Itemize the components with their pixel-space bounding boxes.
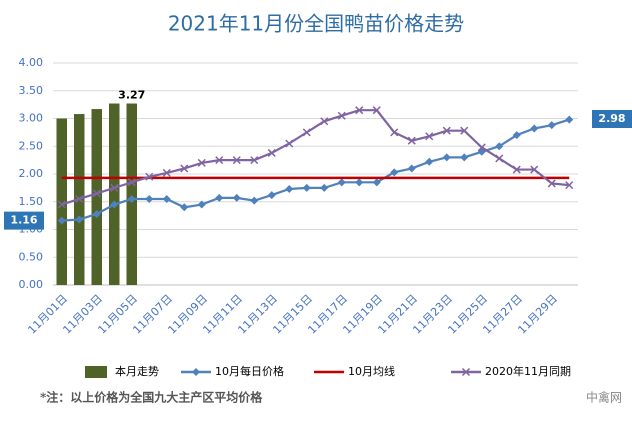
marker <box>512 165 521 174</box>
marker <box>75 194 84 204</box>
marker <box>197 158 206 167</box>
marker <box>407 136 416 145</box>
marker <box>145 194 154 203</box>
marker <box>180 164 189 173</box>
legend-swatch <box>85 366 107 378</box>
marker <box>565 181 574 190</box>
marker <box>495 154 504 163</box>
marker <box>267 148 276 157</box>
y-tick-label: 4.00 <box>19 56 44 69</box>
marker <box>127 194 136 203</box>
marker <box>162 194 171 203</box>
marker <box>565 115 574 124</box>
bar <box>91 109 102 285</box>
marker <box>530 124 539 133</box>
y-tick-label: 3.00 <box>19 112 44 125</box>
marker <box>460 126 469 135</box>
value-label: 2.98 <box>598 112 625 125</box>
legend-label: 10月均线 <box>348 364 395 378</box>
marker <box>355 106 364 115</box>
marker <box>250 196 259 205</box>
bar <box>56 118 67 285</box>
value-label: 1.16 <box>10 214 37 227</box>
marker <box>495 142 504 151</box>
legend-label: 10月每日价格 <box>215 364 284 378</box>
marker <box>215 193 224 202</box>
line <box>61 109 570 206</box>
legend-label: 本月走势 <box>115 364 159 378</box>
legend-marker <box>192 368 200 376</box>
marker <box>337 178 346 187</box>
marker <box>355 178 364 187</box>
marker <box>547 121 556 130</box>
marker <box>215 156 224 165</box>
marker <box>145 172 154 181</box>
y-tick-label: 2.00 <box>19 167 44 180</box>
marker <box>390 128 399 137</box>
marker <box>372 106 381 115</box>
marker <box>162 168 171 177</box>
marker <box>477 143 486 152</box>
bar <box>109 103 120 285</box>
bar <box>126 103 137 285</box>
marker <box>442 153 451 162</box>
marker <box>75 215 84 224</box>
y-tick-label: 0.50 <box>19 250 44 263</box>
marker <box>92 189 101 198</box>
marker <box>460 153 469 162</box>
marker <box>512 131 521 140</box>
marker <box>547 179 556 188</box>
marker <box>442 126 451 135</box>
marker <box>302 183 311 192</box>
y-tick-label: 3.50 <box>19 84 44 97</box>
marker <box>92 209 101 218</box>
y-tick-label: 2.50 <box>19 139 44 152</box>
marker <box>320 183 329 192</box>
marker <box>232 156 241 165</box>
marker <box>390 168 399 177</box>
legend-marker <box>461 367 471 377</box>
marker <box>530 165 539 174</box>
marker <box>425 157 434 166</box>
marker <box>250 156 259 165</box>
marker <box>57 216 66 225</box>
value-label-box <box>4 211 44 230</box>
marker <box>110 200 119 209</box>
marker <box>232 193 241 202</box>
note: *注：以上价格为全国九大主产区平均价格 <box>40 390 263 405</box>
marker <box>372 178 381 187</box>
source: 中禽网 <box>586 390 622 405</box>
marker <box>285 184 294 193</box>
marker <box>110 183 119 192</box>
marker <box>197 200 206 209</box>
marker <box>407 164 416 173</box>
y-tick-label: 0.00 <box>19 278 44 291</box>
marker <box>267 191 276 200</box>
marker <box>425 132 434 141</box>
value-label-box <box>592 110 632 128</box>
marker <box>57 200 66 209</box>
chart-title: 2021年11月份全国鸭苗价格走势 <box>168 12 464 36</box>
legend-label: 2020年11月同期 <box>485 364 571 378</box>
value-label: 3.27 <box>118 89 145 102</box>
marker <box>180 203 189 212</box>
marker <box>302 128 311 137</box>
marker <box>285 139 294 148</box>
marker <box>337 111 346 120</box>
marker <box>320 117 329 126</box>
y-tick-label: 1.50 <box>19 195 44 208</box>
marker <box>127 178 136 187</box>
